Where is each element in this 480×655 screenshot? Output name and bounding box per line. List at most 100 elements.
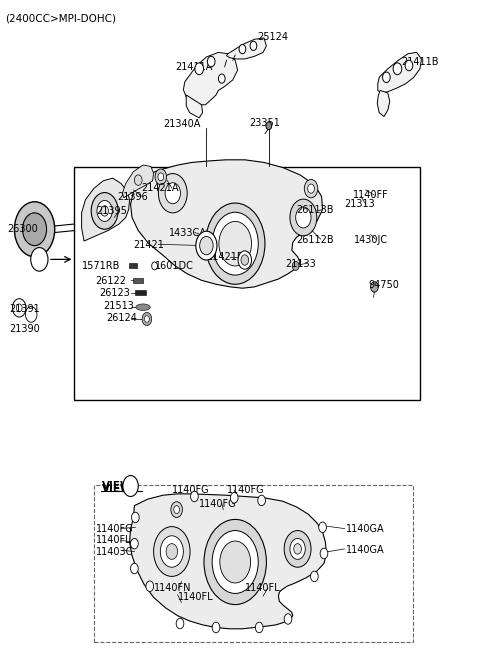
Circle shape	[14, 202, 55, 257]
Text: 21313: 21313	[345, 199, 375, 210]
Text: 1140FL: 1140FL	[178, 592, 213, 603]
Circle shape	[134, 175, 142, 185]
Polygon shape	[183, 52, 238, 105]
Circle shape	[311, 571, 318, 582]
Text: 25124: 25124	[257, 32, 288, 43]
Text: 1140FG: 1140FG	[172, 485, 209, 495]
Circle shape	[97, 200, 112, 221]
Text: 21340A: 21340A	[163, 119, 201, 130]
Bar	[133, 278, 143, 283]
Circle shape	[166, 544, 178, 559]
Circle shape	[91, 193, 118, 229]
Text: 21133: 21133	[286, 259, 316, 269]
Circle shape	[146, 581, 154, 591]
Circle shape	[144, 316, 149, 322]
Circle shape	[218, 74, 225, 83]
Text: 21396: 21396	[118, 191, 148, 202]
Text: 1140FF: 1140FF	[353, 190, 388, 200]
Circle shape	[200, 236, 213, 255]
Text: A: A	[36, 255, 42, 264]
Polygon shape	[378, 52, 421, 93]
Ellipse shape	[136, 304, 150, 310]
Text: 1601DC: 1601DC	[155, 261, 193, 271]
Circle shape	[132, 512, 139, 523]
Circle shape	[405, 60, 413, 71]
Circle shape	[266, 122, 272, 130]
Circle shape	[220, 541, 251, 583]
Circle shape	[165, 183, 180, 204]
Text: 26300: 26300	[7, 224, 38, 234]
Circle shape	[12, 299, 26, 317]
Text: 21411A: 21411A	[175, 62, 213, 72]
Text: 1571RB: 1571RB	[82, 261, 120, 271]
Bar	[94, 485, 413, 642]
Circle shape	[196, 231, 217, 260]
Circle shape	[239, 45, 246, 54]
Text: 23351: 23351	[250, 118, 280, 128]
Polygon shape	[130, 494, 326, 629]
Circle shape	[371, 282, 378, 292]
Circle shape	[308, 184, 314, 193]
Circle shape	[290, 199, 317, 236]
Circle shape	[191, 491, 198, 502]
Text: 1433CA: 1433CA	[169, 228, 207, 238]
Circle shape	[212, 212, 258, 275]
Circle shape	[160, 536, 183, 567]
Circle shape	[23, 213, 47, 246]
Circle shape	[292, 261, 299, 271]
Circle shape	[294, 544, 301, 554]
Text: 1140FL: 1140FL	[96, 535, 132, 546]
Text: 94750: 94750	[369, 280, 399, 290]
Circle shape	[255, 622, 263, 633]
Circle shape	[383, 72, 390, 83]
Circle shape	[131, 538, 138, 549]
Bar	[129, 263, 137, 268]
Circle shape	[101, 206, 108, 216]
Text: 21421: 21421	[133, 240, 164, 250]
Text: 21391: 21391	[10, 304, 40, 314]
Circle shape	[155, 169, 167, 185]
Circle shape	[284, 531, 311, 567]
Circle shape	[258, 495, 265, 506]
Circle shape	[171, 502, 182, 517]
Circle shape	[284, 614, 292, 624]
Circle shape	[131, 563, 138, 574]
Circle shape	[154, 527, 190, 576]
Text: 26124: 26124	[107, 313, 137, 324]
Circle shape	[320, 548, 328, 559]
Text: 1140GA: 1140GA	[346, 545, 384, 555]
Circle shape	[296, 207, 311, 228]
Circle shape	[250, 41, 257, 50]
Circle shape	[238, 251, 252, 269]
Text: VIEW: VIEW	[102, 481, 133, 491]
Circle shape	[158, 174, 187, 213]
Circle shape	[219, 221, 252, 266]
Polygon shape	[82, 178, 130, 241]
Circle shape	[319, 522, 326, 533]
Circle shape	[152, 262, 157, 270]
Circle shape	[212, 531, 258, 593]
Circle shape	[195, 63, 204, 75]
Circle shape	[393, 63, 402, 75]
Text: 21513: 21513	[103, 301, 134, 311]
Circle shape	[16, 304, 22, 312]
Text: 1140FG: 1140FG	[96, 523, 133, 534]
Polygon shape	[377, 90, 390, 117]
Circle shape	[204, 519, 266, 605]
Text: 1430JC: 1430JC	[354, 235, 388, 246]
Text: 21395: 21395	[96, 206, 127, 216]
Text: 21411B: 21411B	[401, 57, 438, 67]
Text: 1140FG: 1140FG	[199, 498, 237, 509]
Text: A: A	[128, 481, 133, 491]
Text: 26112B: 26112B	[297, 235, 334, 246]
Text: 21390: 21390	[10, 324, 40, 334]
Text: 1140FG: 1140FG	[227, 485, 264, 495]
Circle shape	[207, 56, 215, 67]
Polygon shape	[131, 160, 323, 288]
Text: (2400CC>MPI-DOHC): (2400CC>MPI-DOHC)	[5, 13, 116, 23]
Text: 26123: 26123	[99, 288, 130, 299]
Text: 1140GA: 1140GA	[346, 523, 384, 534]
Circle shape	[158, 173, 164, 181]
Circle shape	[304, 179, 318, 198]
Circle shape	[241, 255, 249, 265]
